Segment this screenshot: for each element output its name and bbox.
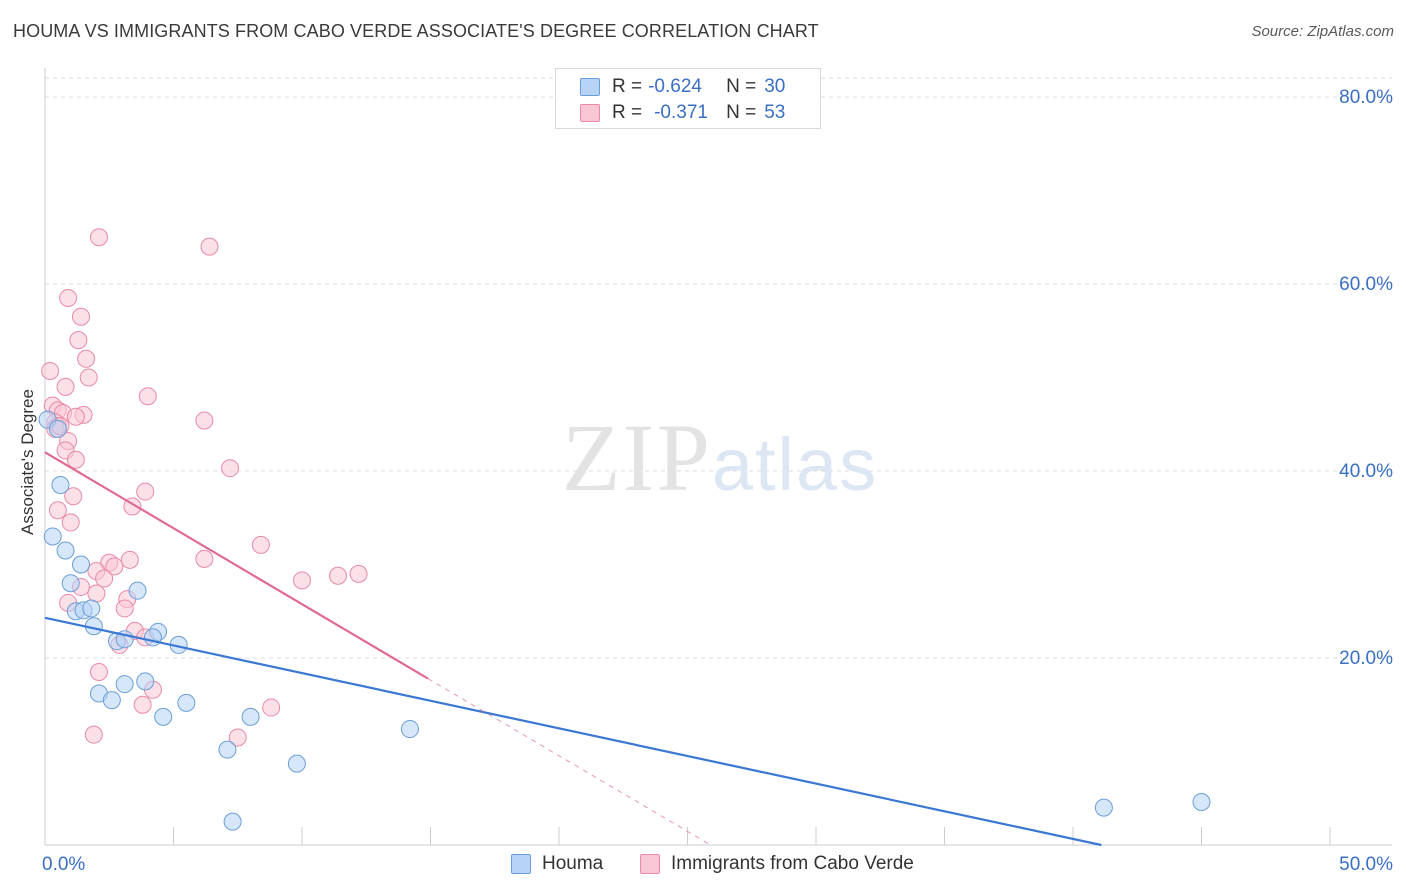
cabo-verde-point [69,331,88,350]
cabo-verde-point [89,663,108,682]
watermark: ZIPatlas [562,404,878,511]
houma-point [71,555,90,574]
y-tick-label: 40.0% [1339,461,1393,482]
houma-point [218,740,237,759]
houma-point [82,599,101,618]
houma-point [115,675,134,694]
cabo-verde-point [71,307,90,326]
points-layer [38,228,1211,831]
cabo-verde-point [133,695,152,714]
houma-point [56,541,75,560]
houma-point [1094,798,1113,817]
cabo-verde-point [41,361,60,380]
cabo-verde-point [221,459,240,478]
watermark-zip: ZIP [562,404,712,511]
cabo-verde-point [59,289,78,308]
cabo-verde-r-value: -0.371 [654,102,708,123]
cabo-verde-legend-swatch [640,854,660,874]
houma-point [287,754,306,773]
houma-point [177,693,196,712]
cabo-verde-point [120,550,139,569]
axis-layer [44,68,1392,846]
houma-n-value: 30 [764,76,786,97]
watermark-atlas: atlas [712,423,878,506]
tick-label-layer: 20.0% 40.0% 60.0% 80.0% 0.0% 50.0% [42,87,1393,875]
houma-point [223,812,242,831]
cabo-verde-point [66,450,85,469]
cabo-verde-point [66,407,85,426]
legend-row-cabo-verde: R = -0.371 N = 53 [580,101,785,125]
cabo-verde-point [84,725,103,744]
cabo-verde-point [293,571,311,590]
cabo-verde-r-label: R = [612,102,643,123]
houma-point [102,691,121,710]
cabo-verde-point [136,482,155,501]
houma-legend-label: Houma [542,853,604,874]
source-label: Source: ZipAtlas.com [1251,23,1394,40]
cabo-verde-point [228,728,247,747]
houma-swatch [580,78,600,96]
cabo-verde-point [64,487,83,506]
cabo-verde-legend-label: Immigrants from Cabo Verde [671,853,914,874]
houma-point [1192,792,1211,811]
cabo-verde-point [138,387,157,406]
legend-item-cabo-verde: Immigrants from Cabo Verde [640,852,914,876]
cabo-verde-n-label: N = [726,102,757,123]
cabo-verde-point [87,584,106,603]
cabo-verde-point [95,569,114,588]
houma-point [136,672,155,691]
trend-layer [44,451,1102,847]
houma-point [43,527,62,546]
cabo-verde-point [200,237,219,256]
chart-title: HOUMA VS IMMIGRANTS FROM CABO VERDE ASSO… [13,21,819,41]
y-tick-label: 20.0% [1339,648,1393,669]
houma-point [61,574,80,593]
houma-r-label: R = [612,76,643,97]
cabo-verde-point [56,377,75,396]
houma-point [48,419,67,438]
cabo-verde-point [79,368,98,387]
y-tick-label: 60.0% [1339,274,1393,295]
y-tick-label: 80.0% [1339,87,1393,108]
cabo-verde-swatch [580,104,600,122]
cabo-verde-point [195,411,214,430]
cabo-verde-point [115,599,134,618]
cabo-verde-point [349,564,368,583]
cabo-verde-point [251,535,270,554]
houma-point [241,707,260,726]
legend-item-houma: Houma [511,852,603,876]
cabo-verde-point [195,549,214,568]
houma-trend-line [44,616,1102,847]
houma-legend-swatch [511,854,531,874]
cabo-verde-point [48,501,67,520]
cabo-verde-trend-line [44,451,429,680]
houma-n-label: N = [726,76,757,97]
cabo-verde-n-value: 53 [764,102,786,123]
cabo-verde-point [328,566,347,585]
correlation-legend: R = -0.624 N = 30 R = -0.371 N = 53 [555,68,821,129]
x-tick-label-max: 50.0% [1339,854,1393,875]
cabo-verde-point [77,349,96,368]
cabo-verde-trend-extension [427,678,711,846]
houma-r-value: -0.624 [648,76,702,97]
houma-point [128,581,147,600]
x-tick-label-min: 0.0% [42,854,85,875]
houma-point [400,720,419,739]
cabo-verde-point [89,228,108,247]
cabo-verde-point [105,557,124,576]
cabo-verde-point [262,698,281,717]
houma-point [51,476,70,495]
houma-point [154,707,173,726]
cabo-verde-point [61,513,80,532]
legend-row-houma: R = -0.624 N = 30 [580,75,785,99]
